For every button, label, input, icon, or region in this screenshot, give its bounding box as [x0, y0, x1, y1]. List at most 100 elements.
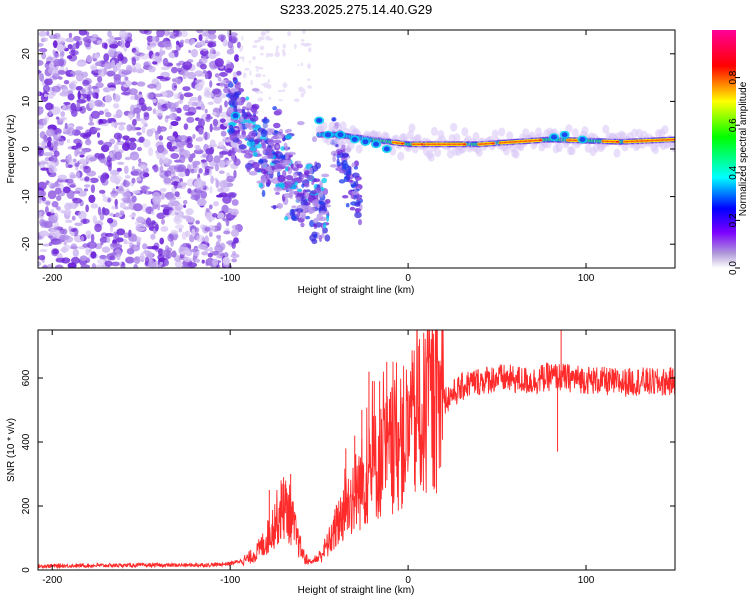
spectrogram-cell — [208, 167, 213, 177]
spectrogram-cell — [231, 241, 236, 249]
spectrogram-cell — [119, 210, 125, 216]
spectrogram-cell — [38, 261, 42, 267]
spectrogram-cell — [252, 56, 256, 61]
spectrogram-cell — [276, 202, 284, 209]
spectrogram-cell — [136, 216, 145, 224]
spectrogram-cell — [201, 251, 209, 256]
spectrogram-cell — [122, 180, 131, 188]
spectrogram-cell — [309, 234, 317, 242]
spectrogram-cell — [116, 122, 127, 126]
spectrogram-cell — [256, 67, 259, 73]
spectrogram-cell — [351, 162, 356, 168]
spectrogram-cell — [98, 189, 106, 194]
spectrogram-cell — [156, 144, 165, 154]
spectrogram-cell — [491, 142, 495, 145]
spectrogram-cell — [64, 209, 72, 216]
spectrogram-cell — [453, 133, 461, 143]
spectrogram-cell — [156, 108, 164, 117]
spectrogram-cell — [162, 40, 172, 48]
spectrogram-cell — [139, 53, 150, 60]
spectrogram-cell — [300, 199, 308, 207]
spectrogram-cell — [450, 122, 458, 132]
spectrogram-cell — [321, 177, 328, 184]
spectrogram-cell — [244, 122, 254, 129]
spectrogram-cell — [187, 188, 192, 194]
spectrogram-cell — [227, 82, 234, 88]
spectrogram-cell — [319, 216, 327, 222]
spectrogram-cell — [45, 114, 50, 122]
spectrogram-cell — [124, 156, 132, 161]
spectrogram-cell — [300, 39, 305, 42]
spectrogram-cell — [176, 40, 180, 46]
spectrogram-cell — [220, 130, 227, 137]
spectrogram-cell — [82, 218, 87, 225]
spectrogram-cell — [90, 110, 100, 120]
spectrogram-cell — [475, 147, 483, 157]
snr-x-tick-label: 0 — [405, 575, 411, 586]
spectrogram-cell — [230, 229, 240, 237]
spectrogram-cell — [106, 236, 111, 244]
spectrogram-cell — [136, 146, 143, 152]
spectrogram-cell — [259, 53, 264, 56]
spectrogram-cell — [174, 191, 180, 198]
spectrogram-cell — [74, 222, 83, 227]
spectrogram-cell — [69, 50, 79, 56]
spectrogram-cell — [93, 53, 100, 59]
spectrogram-cell — [311, 199, 320, 207]
spectrogram-cell — [118, 125, 125, 131]
spectrogram-cell — [206, 114, 211, 118]
spectrogram-cell — [38, 91, 41, 97]
spectrogram-cell — [227, 106, 234, 114]
spectrogram-cell — [158, 50, 164, 57]
spectrogram-cell — [615, 140, 620, 143]
spectrogram-cell — [189, 96, 199, 102]
spectrogram-cell — [213, 143, 218, 148]
spectrogram-cell — [186, 137, 192, 142]
spectrogram-cell — [133, 256, 141, 264]
spectrogram-cell — [89, 177, 99, 184]
spectrogram-cell — [212, 213, 218, 218]
spectrogram-cell — [323, 222, 327, 229]
spectrogram-cell — [285, 181, 293, 189]
spectrogram-cell — [284, 151, 289, 160]
spectrogram-cell — [338, 179, 346, 184]
spectrogram-cell — [231, 224, 239, 230]
spectrogram-cell — [90, 184, 96, 193]
spectrogram-cell — [130, 244, 141, 252]
spectrogram-cell — [38, 106, 44, 115]
spectrogram-cell — [321, 173, 330, 178]
spectrogram-cell — [261, 178, 268, 184]
spectrogram-cell — [166, 102, 176, 110]
spectrogram-cell — [63, 241, 67, 246]
spectrogram-cell — [104, 232, 114, 237]
spectrogram-cell — [122, 70, 132, 74]
spectrogram-cell — [671, 143, 675, 153]
spectrogram-cell — [88, 249, 93, 253]
spectrogram-cell — [133, 50, 140, 57]
spectrogram-cell — [38, 254, 46, 261]
spectrogram-cell — [49, 228, 60, 237]
spectrogram-cell — [64, 122, 68, 130]
spectrogram-cell — [99, 159, 107, 164]
spectrogram-cell — [128, 137, 137, 143]
spectrogram-cell — [339, 121, 347, 131]
spectrogram-cell — [182, 61, 193, 70]
spectrogram-cell — [72, 248, 79, 258]
spectrogram-cell — [109, 174, 118, 184]
spectrogram-cell — [103, 141, 113, 148]
spectrogram-cell — [246, 139, 255, 147]
spectrogram-cell — [353, 187, 357, 191]
spectrogram-cell — [109, 242, 118, 248]
spectrogram-cell — [74, 162, 80, 167]
spectrogram-cell — [430, 126, 438, 136]
spectrogram-cell — [233, 91, 242, 96]
spectrogram-cell — [258, 36, 263, 40]
spectrogram-cell — [278, 99, 283, 102]
spectrogram-cell — [353, 190, 359, 195]
spectrogram-cell — [203, 172, 208, 176]
spectrogram-cell — [68, 225, 72, 231]
spectrogram-cell — [79, 154, 85, 158]
spectrogram-cell — [77, 210, 87, 220]
spectrogram-cell — [75, 142, 83, 148]
spectrogram-cell — [238, 47, 243, 52]
